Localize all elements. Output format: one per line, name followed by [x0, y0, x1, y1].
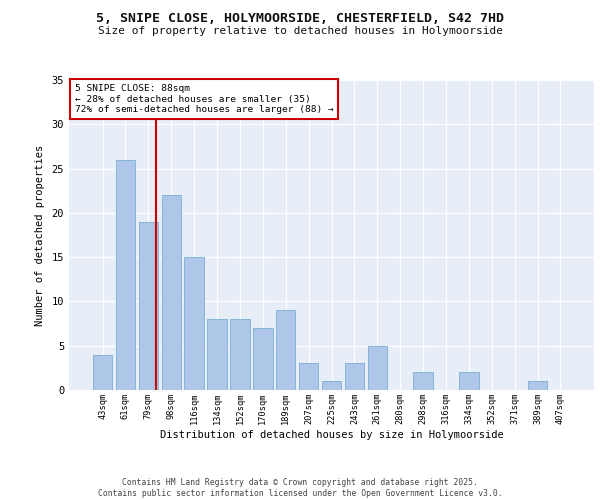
Text: Size of property relative to detached houses in Holymoorside: Size of property relative to detached ho… — [97, 26, 503, 36]
Bar — [253, 328, 272, 390]
Bar — [276, 310, 295, 390]
Bar — [299, 364, 319, 390]
Y-axis label: Number of detached properties: Number of detached properties — [35, 144, 44, 326]
Bar — [184, 257, 204, 390]
Bar — [93, 354, 112, 390]
Bar — [368, 346, 387, 390]
X-axis label: Distribution of detached houses by size in Holymoorside: Distribution of detached houses by size … — [160, 430, 503, 440]
Bar — [528, 381, 547, 390]
Text: 5 SNIPE CLOSE: 88sqm
← 28% of detached houses are smaller (35)
72% of semi-detac: 5 SNIPE CLOSE: 88sqm ← 28% of detached h… — [74, 84, 334, 114]
Bar — [139, 222, 158, 390]
Bar — [230, 319, 250, 390]
Bar — [208, 319, 227, 390]
Bar — [459, 372, 479, 390]
Text: Contains HM Land Registry data © Crown copyright and database right 2025.
Contai: Contains HM Land Registry data © Crown c… — [98, 478, 502, 498]
Bar — [322, 381, 341, 390]
Text: 5, SNIPE CLOSE, HOLYMOORSIDE, CHESTERFIELD, S42 7HD: 5, SNIPE CLOSE, HOLYMOORSIDE, CHESTERFIE… — [96, 12, 504, 26]
Bar — [344, 364, 364, 390]
Bar — [116, 160, 135, 390]
Bar — [413, 372, 433, 390]
Bar — [161, 195, 181, 390]
